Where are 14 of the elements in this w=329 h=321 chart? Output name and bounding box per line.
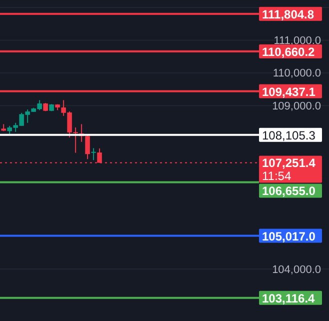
ref-line-label: 105,017.0 [262, 229, 316, 244]
text: 11:54 [262, 169, 292, 184]
y-tick-label: 104,000.0 [272, 264, 321, 276]
ref-line-label: 110,660.2 [262, 44, 316, 59]
ref-line-label: 109,437.1 [262, 84, 316, 99]
ref-line-label: 111,804.8 [262, 7, 314, 22]
ref-line-label: 108,105.3 [262, 128, 316, 142]
candlestick [91, 148, 96, 161]
ref-line-label: 106,655.0 [262, 184, 316, 198]
ref-line-label: 107,251.4 [262, 156, 316, 170]
ref-line-label: 103,116.4 [262, 291, 316, 306]
y-tick-label: 111,000.0 [274, 35, 321, 48]
y-tick-label: 109,000.0 [272, 100, 321, 112]
y-tick-label: 110,000.0 [272, 68, 321, 80]
